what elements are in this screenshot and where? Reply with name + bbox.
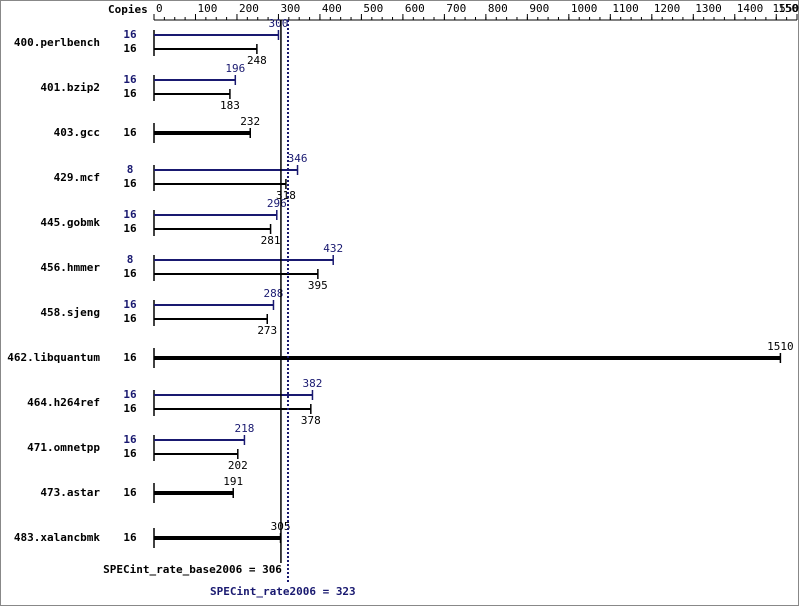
value-label: 183	[220, 99, 240, 112]
value-label: 296	[267, 197, 287, 210]
value-label: 346	[288, 152, 308, 165]
copies-label: 16	[123, 298, 137, 311]
copies-label: 16	[123, 208, 137, 221]
copies-label: 16	[123, 222, 137, 235]
copies-label: 16	[123, 73, 137, 86]
reference-label: SPECint_rate_base2006 = 306	[103, 563, 282, 576]
copies-label: 16	[123, 28, 137, 41]
value-label: 300	[269, 17, 289, 30]
x-tick-label: 1500	[778, 2, 799, 15]
x-tick-label: 100	[197, 2, 217, 15]
value-label: 202	[228, 459, 248, 472]
copies-label: 16	[123, 267, 137, 280]
value-label: 273	[257, 324, 277, 337]
x-tick-label: 300	[280, 2, 300, 15]
benchmark-label: 473.astar	[40, 486, 100, 499]
value-label: 248	[247, 54, 267, 67]
value-label: 1510	[767, 340, 794, 353]
x-tick-label: 1300	[695, 2, 722, 15]
value-label: 191	[223, 475, 243, 488]
x-tick-label: 800	[488, 2, 508, 15]
x-tick-label: 0	[156, 2, 163, 15]
x-tick-label: 1400	[737, 2, 764, 15]
benchmark-label: 462.libquantum	[7, 351, 100, 364]
copies-label: 16	[123, 486, 137, 499]
x-tick-label: 900	[529, 2, 549, 15]
benchmark-label: 429.mcf	[54, 171, 100, 184]
x-tick-label: 1550	[773, 2, 799, 15]
copies-label: 16	[123, 87, 137, 100]
axis-title: Copies	[108, 3, 148, 16]
value-label: 432	[323, 242, 343, 255]
copies-label: 16	[123, 531, 137, 544]
benchmark-label: 403.gcc	[54, 126, 100, 139]
value-label: 196	[225, 62, 245, 75]
copies-label: 16	[123, 312, 137, 325]
benchmark-label: 464.h264ref	[27, 396, 100, 409]
x-tick-label: 1000	[571, 2, 598, 15]
copies-label: 16	[123, 351, 137, 364]
benchmark-label: 483.xalancbmk	[14, 531, 100, 544]
benchmark-label: 401.bzip2	[40, 81, 100, 94]
copies-label: 16	[123, 126, 137, 139]
benchmark-label: 458.sjeng	[40, 306, 100, 319]
copies-label: 16	[123, 42, 137, 55]
x-tick-label: 200	[239, 2, 259, 15]
value-label: 288	[264, 287, 284, 300]
x-tick-label: 400	[322, 2, 342, 15]
benchmark-label: 456.hmmer	[40, 261, 100, 274]
copies-label: 16	[123, 447, 137, 460]
x-tick-label: 1200	[654, 2, 681, 15]
x-tick-label: 1100	[612, 2, 639, 15]
x-tick-label: 600	[405, 2, 425, 15]
value-label: 395	[308, 279, 328, 292]
x-tick-label: 700	[446, 2, 466, 15]
value-label: 281	[261, 234, 281, 247]
value-label: 382	[303, 377, 323, 390]
copies-label: 8	[127, 163, 134, 176]
value-label: 232	[240, 115, 260, 128]
copies-label: 8	[127, 253, 134, 266]
value-label: 378	[301, 414, 321, 427]
copies-label: 16	[123, 402, 137, 415]
copies-label: 16	[123, 433, 137, 446]
copies-label: 16	[123, 177, 137, 190]
x-tick-label: 500	[363, 2, 383, 15]
benchmark-label: 445.gobmk	[40, 216, 100, 229]
copies-label: 16	[123, 388, 137, 401]
reference-label: SPECint_rate2006 = 323	[210, 585, 356, 598]
benchmark-label: 471.omnetpp	[27, 441, 100, 454]
value-label: 218	[234, 422, 254, 435]
benchmark-label: 400.perlbench	[14, 36, 100, 49]
